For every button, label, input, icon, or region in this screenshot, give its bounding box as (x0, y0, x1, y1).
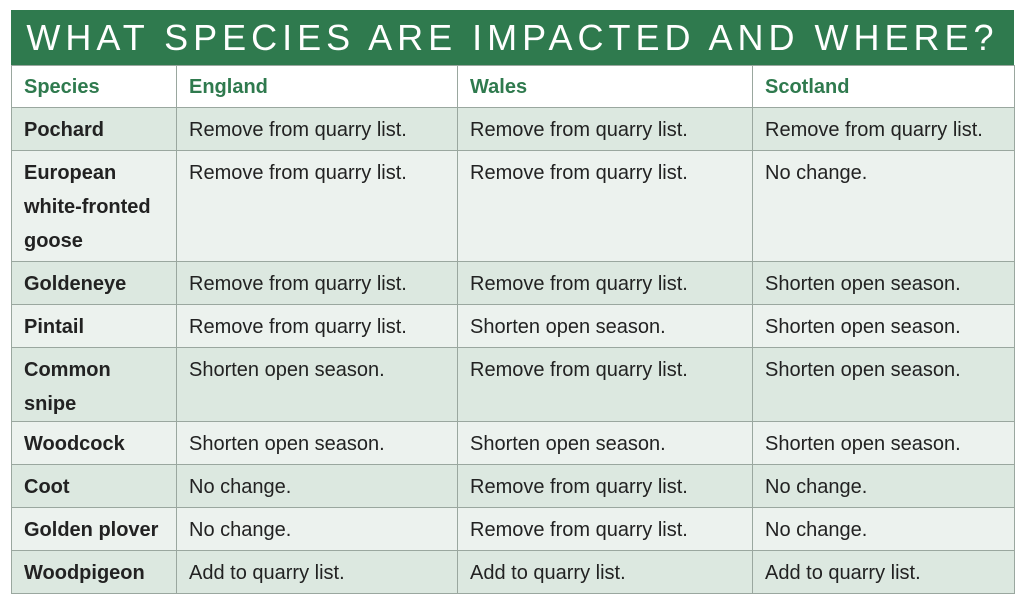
scotland-cell: Shorten open season. (752, 347, 1015, 422)
wales-cell: Remove from quarry list. (457, 464, 753, 508)
england-cell: Shorten open season. (176, 347, 458, 422)
table-row: Goldeneye Remove from quarry list. Remov… (11, 261, 1015, 305)
england-cell: No change. (176, 507, 458, 551)
scotland-cell: Add to quarry list. (752, 550, 1015, 594)
wales-cell: Remove from quarry list. (457, 347, 753, 422)
table-row: Pochard Remove from quarry list. Remove … (11, 107, 1015, 151)
scotland-cell: Shorten open season. (752, 304, 1015, 348)
species-cell: European white-fronted goose (11, 150, 177, 262)
table-row: Woodpigeon Add to quarry list. Add to qu… (11, 550, 1015, 594)
species-cell: Pochard (11, 107, 177, 151)
table-row: Common snipe Shorten open season. Remove… (11, 347, 1015, 422)
england-cell: Remove from quarry list. (176, 150, 458, 262)
table-row: Pintail Remove from quarry list. Shorten… (11, 304, 1015, 348)
england-cell: Remove from quarry list. (176, 261, 458, 305)
wales-cell: Remove from quarry list. (457, 150, 753, 262)
table-title: WHAT SPECIES ARE IMPACTED AND WHERE? (11, 10, 1014, 65)
scotland-cell: Shorten open season. (752, 261, 1015, 305)
wales-cell: Remove from quarry list. (457, 107, 753, 151)
species-cell: Goldeneye (11, 261, 177, 305)
england-cell: Remove from quarry list. (176, 304, 458, 348)
wales-cell: Shorten open season. (457, 304, 753, 348)
column-header-wales: Wales (457, 65, 753, 108)
scotland-cell: No change. (752, 150, 1015, 262)
table-row: Woodcock Shorten open season. Shorten op… (11, 421, 1015, 465)
species-cell: Pintail (11, 304, 177, 348)
header-row: Species England Wales Scotland (11, 65, 1015, 108)
species-cell: Golden plover (11, 507, 177, 551)
species-cell: Woodpigeon (11, 550, 177, 594)
england-cell: Add to quarry list. (176, 550, 458, 594)
species-cell: Woodcock (11, 421, 177, 465)
table-row: Golden plover No change. Remove from qua… (11, 507, 1015, 551)
column-header-scotland: Scotland (752, 65, 1015, 108)
species-cell: Common snipe (11, 347, 177, 422)
scotland-cell: Remove from quarry list. (752, 107, 1015, 151)
column-header-england: England (176, 65, 458, 108)
species-impact-table-panel: WHAT SPECIES ARE IMPACTED AND WHERE? Spe… (11, 10, 1015, 594)
species-cell: Coot (11, 464, 177, 508)
table-row: European white-fronted goose Remove from… (11, 150, 1015, 262)
england-cell: No change. (176, 464, 458, 508)
scotland-cell: Shorten open season. (752, 421, 1015, 465)
table-row: Coot No change. Remove from quarry list.… (11, 464, 1015, 508)
scotland-cell: No change. (752, 464, 1015, 508)
england-cell: Remove from quarry list. (176, 107, 458, 151)
wales-cell: Remove from quarry list. (457, 507, 753, 551)
wales-cell: Add to quarry list. (457, 550, 753, 594)
column-header-species: Species (11, 65, 177, 108)
scotland-cell: No change. (752, 507, 1015, 551)
england-cell: Shorten open season. (176, 421, 458, 465)
wales-cell: Shorten open season. (457, 421, 753, 465)
species-table: Species England Wales Scotland Pochard R… (11, 65, 1015, 594)
wales-cell: Remove from quarry list. (457, 261, 753, 305)
